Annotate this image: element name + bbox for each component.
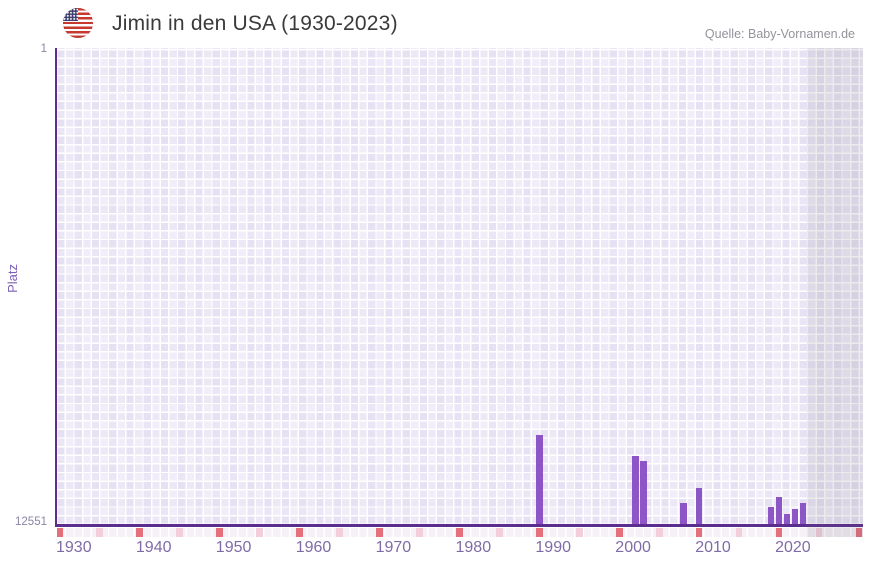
decade-marker-1970 [376,528,383,537]
decade-marker-1930 [56,528,64,537]
half-decade-marker-2005 [655,528,663,537]
future-years-shade [807,48,863,537]
x-tick-2020: 2020 [775,539,811,556]
bar-2021[interactable] [783,513,791,525]
bar-2010[interactable] [695,488,703,525]
half-decade-marker-1945 [176,528,184,537]
x-tick-1930: 1930 [56,539,92,556]
us-flag-icon [63,8,93,38]
decade-marker-1950 [216,528,224,537]
y-axis-bottom-tick: 12551 [15,516,47,528]
bars-layer [56,48,863,525]
bar-2022[interactable] [791,508,799,525]
x-tick-1940: 1940 [135,539,172,556]
decade-marker-2030 [855,528,863,537]
half-decade-marker-1995 [575,528,583,537]
decade-marker-1990 [535,528,543,537]
x-axis-labels: 1930 1940 1950 1960 1970 1980 1990 2000 2010 2020 [56,539,863,559]
half-decade-marker-1955 [256,528,264,537]
x-tick-2010: 2010 [695,539,731,556]
y-axis-title: Platz [5,264,20,293]
half-decade-marker-2015 [735,528,743,537]
plot-area [56,48,863,525]
bar-1990[interactable] [535,434,543,525]
flag-canton-stars [63,8,78,21]
decade-marker-1940 [136,528,144,537]
x-tick-1970: 1970 [375,539,412,556]
x-tick-1990: 1990 [535,539,571,556]
half-decade-marker-1935 [96,528,104,537]
x-tick-1960: 1960 [295,539,332,556]
decade-marker-2000 [615,528,623,537]
bar-2023[interactable] [799,503,807,525]
bar-2003[interactable] [639,461,647,525]
x-tick-1980: 1980 [455,539,492,556]
page-title: Jimin in den USA (1930-2023) [112,12,398,35]
x-tick-2000: 2000 [615,539,651,556]
y-axis-line [55,48,57,526]
bar-2008[interactable] [679,503,687,525]
decade-marker-1980 [456,528,463,537]
half-decade-marker-1975 [416,528,423,537]
bar-2002[interactable] [631,455,639,525]
decade-marker-1960 [296,528,303,537]
decade-marker-2020 [775,528,783,537]
half-decade-marker-2025 [815,528,823,537]
y-axis-top-tick: 1 [40,43,47,55]
bar-2020[interactable] [775,497,783,525]
half-decade-marker-1985 [495,528,503,537]
x-axis-marker-strip [56,528,863,537]
decade-marker-2010 [695,528,703,537]
bar-2019[interactable] [767,506,775,525]
x-tick-1950: 1950 [215,539,252,556]
x-axis-line [55,524,863,527]
half-decade-marker-1965 [336,528,343,537]
source-credit: Quelle: Baby-Vornamen.de [704,27,855,41]
